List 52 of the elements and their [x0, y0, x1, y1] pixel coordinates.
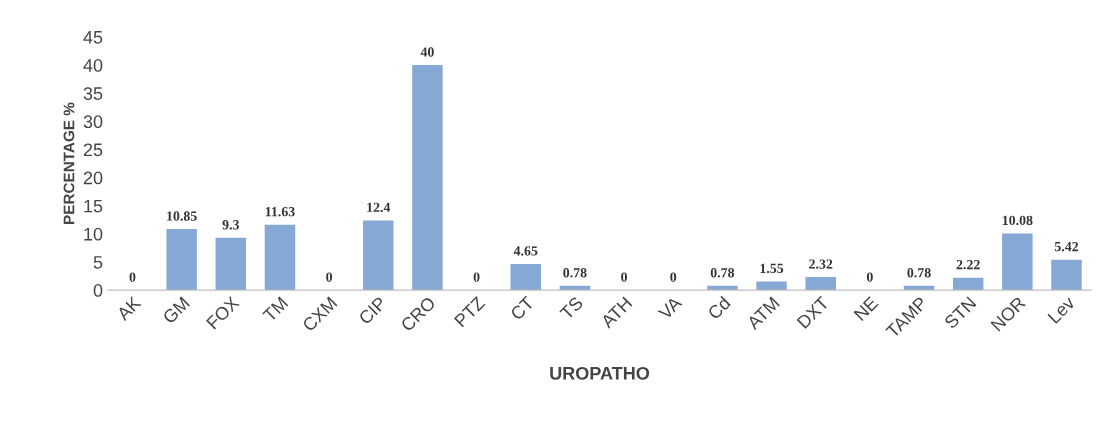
data-label: 5.42	[1054, 241, 1079, 252]
x-axis-title: UROPATHO	[550, 366, 650, 380]
data-label: 11.63	[265, 207, 295, 217]
bar	[510, 263, 541, 291]
data-label: 12.4	[367, 202, 391, 213]
y-tick-label: 10	[84, 227, 103, 241]
y-tick-label: 40	[83, 59, 103, 72]
x-tick-label: TM	[262, 296, 289, 323]
data-label: 0.78	[710, 268, 735, 278]
x-tick-label: NE	[853, 296, 879, 321]
bar	[166, 229, 197, 291]
data-label: 40	[420, 47, 434, 57]
data-label: 0	[866, 272, 873, 282]
x-tick-label: AK	[115, 295, 142, 322]
data-label: 0.78	[907, 268, 931, 278]
bar	[805, 277, 836, 291]
bar	[412, 65, 443, 291]
y-tick-label: 15	[84, 199, 103, 213]
data-label: 2.32	[809, 259, 833, 269]
x-tick-label: GM	[162, 296, 190, 325]
data-label: 0	[670, 272, 677, 282]
x-tick-label: TS	[559, 295, 584, 321]
y-tick-label: 35	[83, 87, 103, 100]
y-tick-label: 0	[93, 284, 103, 297]
y-tick-label: 45	[83, 31, 103, 44]
bar	[1002, 233, 1033, 291]
bar	[363, 220, 394, 291]
x-tick-label: VA	[657, 295, 683, 321]
x-tick-label: Cd	[706, 295, 731, 321]
bar	[264, 224, 296, 291]
bar	[756, 281, 787, 291]
data-label: 0	[326, 272, 333, 282]
data-label: 9.3	[222, 220, 239, 230]
data-label: 4.65	[513, 246, 538, 256]
data-label: 0.78	[563, 268, 587, 278]
data-label: 2.22	[956, 259, 980, 270]
y-axis-title: PERCENTAGE %	[63, 102, 75, 224]
x-tick-label: CT	[509, 295, 535, 321]
data-label: 0	[621, 272, 628, 282]
y-tick-label: 30	[83, 115, 103, 129]
data-label: 10.85	[167, 211, 197, 221]
y-tick-label: 20	[83, 171, 103, 185]
x-tick-label: Lev	[1047, 295, 1076, 324]
y-tick-label: 25	[83, 143, 103, 157]
x-tick-label: CIP	[357, 296, 387, 326]
data-label: 0	[129, 272, 136, 282]
data-label: 1.55	[760, 263, 784, 274]
data-label: 10.08	[1002, 215, 1033, 226]
bar	[215, 237, 247, 291]
y-tick-label: 5	[93, 256, 103, 269]
bar	[1051, 259, 1082, 291]
data-label: 0	[473, 272, 480, 282]
